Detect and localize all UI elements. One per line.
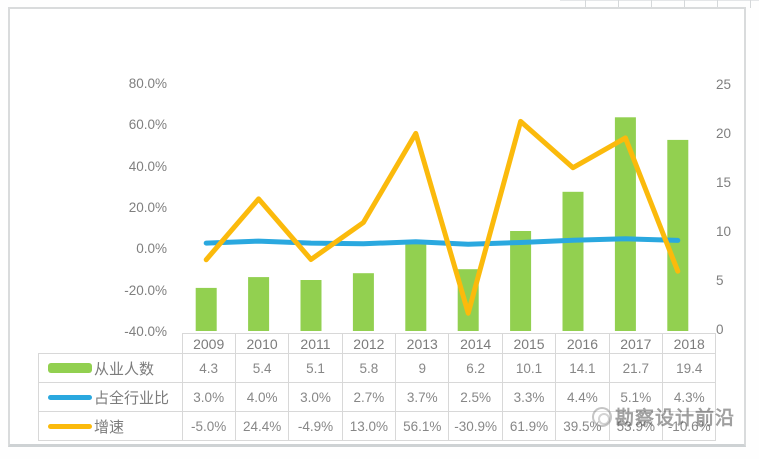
watermark-camera-circle-logo-icon — [592, 406, 612, 427]
spreadsheet-cells-remnant — [560, 0, 759, 8]
value-cell: 3.0% — [288, 382, 343, 412]
year-header-cell: 2015 — [501, 333, 557, 354]
legend-series-name: 从业人数 — [94, 360, 155, 378]
axis-tick-label: 80.0% — [128, 76, 167, 91]
value-cell: 19.4 — [662, 353, 717, 383]
value-cell: 13.0% — [341, 411, 397, 441]
table-header-row: 2009 2010 2011 2012 2013 2014 2015 2016 2017 2018 — [39, 333, 717, 354]
legend-bar-swatch-icon — [48, 363, 92, 373]
table-series-row: 占全行业比 3.0% 4.0% 3.0% 2.7% 3.7% 2.5% 3.3% 4.4% 5.1… — [38, 382, 717, 412]
spreadsheet-gridline — [560, 0, 759, 1]
spreadsheet-gridline — [585, 0, 586, 8]
chart-data-table: 2009 2010 2011 2012 2013 2014 2015 2016 2017 2018… — [38, 333, 717, 441]
value-cell: 14.1 — [555, 353, 610, 383]
value-cell: 9 — [395, 353, 450, 383]
axis-tick-label: 20 — [716, 126, 732, 141]
spreadsheet-gridline — [717, 0, 718, 8]
spreadsheet-gridline — [750, 0, 751, 8]
legend-entry: 从业人数 — [39, 358, 182, 379]
value-cell: -10.6% — [662, 411, 717, 441]
axis-tick-label: 40.0% — [128, 158, 167, 174]
watermark: 勘察设计前沿 — [592, 403, 735, 430]
axis-tick-label: -20.0% — [124, 282, 167, 298]
value-cell: 4.0% — [234, 382, 290, 412]
value-cell: -5.0% — [181, 411, 236, 441]
axis-tick-label: 0 — [716, 322, 724, 337]
value-cell: 39.5% — [555, 411, 610, 441]
axis-tick-label: 15 — [716, 175, 732, 190]
spreadsheet-gridline — [651, 0, 652, 8]
year-header-cell: 2018 — [662, 333, 717, 354]
axis-tick-label: 20.0% — [128, 200, 167, 215]
year-header-cell: 2016 — [555, 333, 610, 354]
value-cell: -30.9% — [448, 411, 503, 441]
table-series-row: 增速 -5.0% 24.4% -4.9% 13.0% 56.1% -30.9% 61.9% 39… — [38, 411, 717, 441]
legend-entry: 增速 — [39, 416, 182, 437]
value-cell: 2.5% — [448, 382, 503, 412]
legend-line-swatch-icon — [48, 394, 92, 400]
legend-cell: 从业人数 — [38, 353, 183, 383]
value-cell: 4.3 — [181, 353, 236, 383]
value-cell: 5.1 — [288, 353, 343, 383]
value-cell: -4.9% — [288, 411, 343, 441]
value-cell: 5.4 — [234, 353, 290, 383]
axis-tick-label: 25 — [716, 77, 732, 92]
value-cell: 10.1 — [501, 353, 557, 383]
value-cell: 24.4% — [234, 411, 290, 441]
value-cell: 61.9% — [501, 411, 557, 441]
table-series-row: 从业人数 4.3 5.4 5.1 5.8 9 6.2 10.1 14.1 21.7 19.4 — [38, 353, 717, 383]
value-cell: 4.3% — [662, 382, 717, 412]
spreadsheet-gridline — [684, 0, 685, 8]
year-header-cell: 2010 — [234, 333, 290, 354]
value-cell: 21.7 — [608, 353, 664, 383]
year-header-cell: 2017 — [608, 333, 664, 354]
axis-tick-label: 0.0% — [136, 241, 167, 257]
year-header-cell: 2013 — [395, 333, 450, 354]
value-cell: 3.7% — [395, 382, 450, 412]
axis-tick-label: 5 — [716, 273, 724, 288]
value-cell: 5.8 — [341, 353, 397, 383]
value-cell: 53.9% — [608, 411, 664, 441]
spreadsheet-gridline — [618, 0, 619, 8]
legend-cell: 增速 — [38, 411, 183, 441]
axis-tick-label: 10 — [716, 224, 732, 239]
legend-series-name: 增速 — [94, 418, 125, 436]
value-cell: 6.2 — [448, 353, 503, 383]
year-header-cell: 2012 — [341, 333, 397, 354]
value-cell: 3.3% — [501, 382, 557, 412]
value-cell: 3.0% — [181, 382, 236, 412]
table-blank-corner — [39, 334, 183, 354]
watermark-text: 勘察设计前沿 — [615, 408, 736, 429]
value-cell: 56.1% — [395, 411, 450, 441]
axis-tick-label: -40.0% — [124, 324, 167, 339]
legend-entry: 占全行业比 — [39, 387, 182, 408]
legend-line-swatch-icon — [48, 423, 92, 429]
year-header-cell: 2014 — [448, 333, 503, 354]
legend-cell: 占全行业比 — [38, 382, 183, 412]
axis-tick-label: 60.0% — [128, 117, 167, 133]
data-table-wrap: 2009 2010 2011 2012 2013 2014 2015 2016 2017 2018… — [38, 333, 717, 441]
year-header-cell: 2011 — [288, 333, 343, 354]
value-cell: 5.1% — [608, 382, 664, 412]
legend-series-name: 占全行业比 — [94, 389, 170, 407]
value-cell: 2.7% — [341, 382, 397, 412]
year-header-cell: 2009 — [181, 333, 236, 354]
